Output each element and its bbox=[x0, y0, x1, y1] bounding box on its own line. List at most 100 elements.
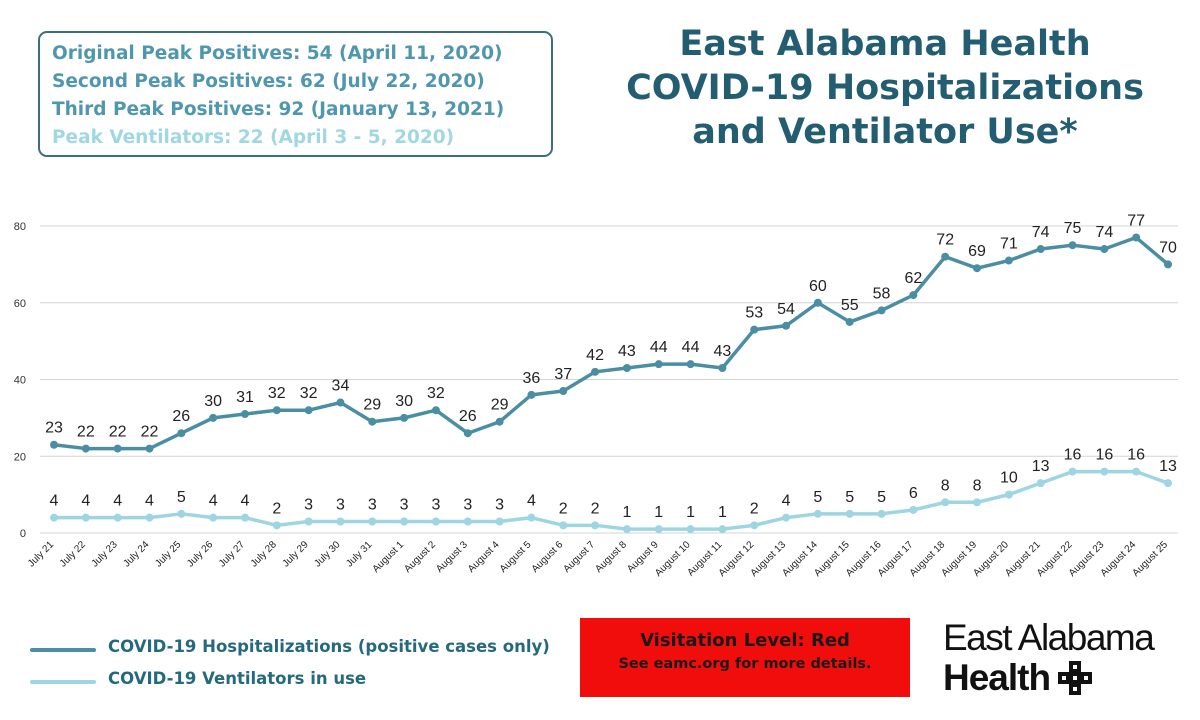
x-tick-label: July 29 bbox=[281, 539, 311, 569]
point-ventilators bbox=[431, 517, 440, 526]
point-hospitalizations bbox=[941, 252, 950, 261]
point-ventilators bbox=[654, 525, 663, 534]
x-tick-label: August 25 bbox=[1130, 539, 1170, 579]
point-hospitalizations bbox=[591, 367, 600, 376]
data-label-ventilators: 5 bbox=[877, 489, 886, 506]
data-label-hospitalizations: 77 bbox=[1127, 213, 1145, 230]
title-line-2: COVID-19 Hospitalizations bbox=[626, 68, 1144, 108]
data-label-hospitalizations: 30 bbox=[395, 393, 413, 410]
data-label-ventilators: 5 bbox=[845, 489, 854, 506]
point-ventilators bbox=[50, 513, 58, 522]
cross-logo-icon bbox=[1058, 661, 1093, 695]
series-line-ventilators bbox=[52, 469, 1170, 531]
x-tick-label: August 2 bbox=[402, 539, 438, 575]
point-ventilators bbox=[973, 498, 982, 507]
data-label-ventilators: 2 bbox=[591, 500, 600, 517]
data-label-ventilators: 16 bbox=[1127, 447, 1145, 464]
data-label-hospitalizations: 22 bbox=[109, 424, 127, 441]
chart-title: East Alabama Health COVID-19 Hospitaliza… bbox=[590, 22, 1180, 154]
second-peak-text: Second Peak Positives: 62 (July 22, 2020… bbox=[52, 71, 485, 92]
legend-swatch-ventilators bbox=[30, 680, 96, 684]
legend-swatch-hospitalizations bbox=[30, 648, 96, 652]
legend-label-hospitalizations: COVID-19 Hospitalizations (positive case… bbox=[108, 637, 550, 656]
point-hospitalizations bbox=[686, 360, 695, 369]
data-label-ventilators: 3 bbox=[400, 496, 409, 513]
data-label-ventilators: 1 bbox=[654, 504, 663, 521]
point-hospitalizations bbox=[1036, 245, 1045, 254]
point-ventilators bbox=[1164, 479, 1172, 488]
point-ventilators bbox=[1036, 479, 1045, 488]
third-peak-text: Third Peak Positives: 92 (January 13, 20… bbox=[52, 99, 505, 120]
point-ventilators bbox=[240, 513, 249, 522]
point-ventilators bbox=[145, 513, 154, 522]
data-label-ventilators: 4 bbox=[782, 493, 791, 510]
point-ventilators bbox=[718, 525, 727, 534]
point-ventilators bbox=[591, 521, 600, 530]
data-label-hospitalizations: 55 bbox=[841, 297, 859, 314]
x-tick-label: July 21 bbox=[26, 539, 56, 569]
data-label-ventilators: 16 bbox=[1064, 447, 1082, 464]
data-label-hospitalizations: 58 bbox=[873, 285, 891, 302]
x-tick-label: August 8 bbox=[593, 539, 629, 575]
point-ventilators bbox=[81, 513, 90, 522]
data-label-hospitalizations: 31 bbox=[236, 389, 254, 406]
x-tick-label: July 28 bbox=[249, 539, 279, 569]
data-label-ventilators: 4 bbox=[81, 493, 90, 510]
data-label-hospitalizations: 30 bbox=[204, 393, 222, 410]
visitation-banner: Visitation Level: Red See eamc.org for m… bbox=[580, 618, 910, 697]
data-label-hospitalizations: 71 bbox=[1000, 236, 1018, 253]
point-ventilators bbox=[877, 509, 886, 518]
data-label-ventilators: 8 bbox=[973, 477, 982, 494]
y-tick-label: 40 bbox=[14, 375, 26, 387]
point-hospitalizations bbox=[527, 390, 536, 399]
point-ventilators bbox=[782, 513, 791, 522]
point-ventilators bbox=[559, 521, 568, 530]
data-label-ventilators: 4 bbox=[50, 493, 59, 510]
point-hospitalizations bbox=[973, 264, 982, 273]
data-label-ventilators: 3 bbox=[368, 496, 377, 513]
data-label-hospitalizations: 26 bbox=[172, 408, 190, 425]
y-tick-label: 60 bbox=[14, 298, 26, 310]
point-hospitalizations bbox=[400, 413, 409, 422]
x-tick-label: July 31 bbox=[344, 539, 374, 569]
x-tick-label: August 5 bbox=[498, 539, 534, 575]
x-tick-label: July 25 bbox=[153, 539, 183, 569]
data-label-ventilators: 1 bbox=[622, 504, 631, 521]
point-ventilators bbox=[463, 517, 472, 526]
data-label-hospitalizations: 26 bbox=[459, 408, 477, 425]
data-label-ventilators: 3 bbox=[431, 496, 440, 513]
point-hospitalizations bbox=[750, 325, 759, 334]
data-label-hospitalizations: 36 bbox=[523, 370, 541, 387]
point-hospitalizations bbox=[177, 429, 186, 438]
data-label-ventilators: 2 bbox=[272, 500, 281, 517]
point-hospitalizations bbox=[113, 444, 122, 453]
x-tick-label: July 22 bbox=[58, 539, 88, 569]
data-label-hospitalizations: 32 bbox=[300, 385, 318, 402]
point-ventilators bbox=[1100, 467, 1109, 476]
point-hospitalizations bbox=[782, 321, 791, 330]
data-label-ventilators: 5 bbox=[813, 489, 822, 506]
point-ventilators bbox=[336, 517, 345, 526]
point-hospitalizations bbox=[845, 317, 854, 326]
data-label-ventilators: 13 bbox=[1159, 458, 1177, 475]
series-line-hospitalizations bbox=[52, 235, 1170, 451]
data-label-ventilators: 4 bbox=[145, 493, 154, 510]
point-ventilators bbox=[813, 509, 822, 518]
point-hospitalizations bbox=[1164, 260, 1172, 269]
legend-label-ventilators: COVID-19 Ventilators in use bbox=[108, 669, 367, 688]
data-label-hospitalizations: 62 bbox=[904, 270, 922, 287]
data-label-hospitalizations: 37 bbox=[554, 366, 572, 383]
data-label-hospitalizations: 29 bbox=[491, 397, 509, 414]
data-label-ventilators: 1 bbox=[686, 504, 695, 521]
point-ventilators bbox=[845, 509, 854, 518]
data-label-hospitalizations: 75 bbox=[1064, 220, 1082, 237]
data-label-hospitalizations: 74 bbox=[1095, 224, 1113, 241]
y-tick-label: 80 bbox=[14, 221, 26, 233]
data-label-ventilators: 1 bbox=[718, 504, 727, 521]
point-ventilators bbox=[272, 521, 281, 530]
point-hospitalizations bbox=[622, 363, 631, 372]
point-hospitalizations bbox=[877, 306, 886, 315]
data-label-ventilators: 13 bbox=[1032, 458, 1050, 475]
data-label-hospitalizations: 22 bbox=[77, 424, 95, 441]
